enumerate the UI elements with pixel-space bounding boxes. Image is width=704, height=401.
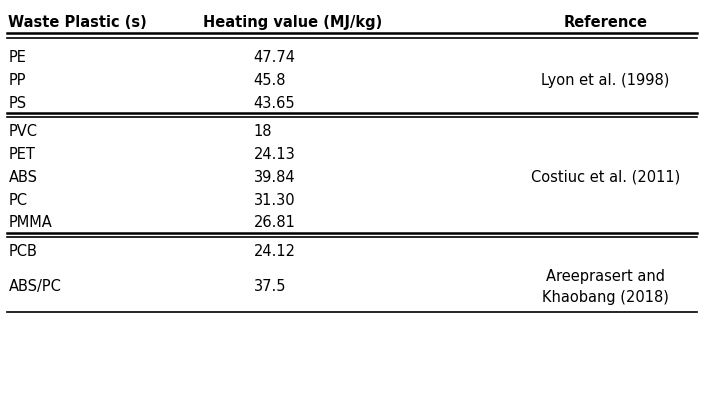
Text: Areeprasert and
Khaobang (2018): Areeprasert and Khaobang (2018) [542, 269, 669, 305]
Text: 37.5: 37.5 [253, 279, 286, 294]
Text: 18: 18 [253, 124, 272, 139]
Text: Reference: Reference [563, 14, 648, 30]
Text: PE: PE [8, 50, 26, 65]
Text: PVC: PVC [8, 124, 37, 139]
Text: Heating value (MJ/kg): Heating value (MJ/kg) [203, 14, 382, 30]
Text: 43.65: 43.65 [253, 95, 295, 111]
Text: 47.74: 47.74 [253, 50, 296, 65]
Text: 24.13: 24.13 [253, 147, 295, 162]
Text: PP: PP [8, 73, 26, 88]
Text: Costiuc et al. (2011): Costiuc et al. (2011) [531, 170, 680, 185]
Text: PCB: PCB [8, 244, 37, 259]
Text: ABS: ABS [8, 170, 37, 185]
Text: ABS/PC: ABS/PC [8, 279, 61, 294]
Text: Lyon et al. (1998): Lyon et al. (1998) [541, 73, 670, 88]
Text: PS: PS [8, 95, 27, 111]
Text: Waste Plastic (s): Waste Plastic (s) [8, 14, 147, 30]
Text: 45.8: 45.8 [253, 73, 286, 88]
Text: PET: PET [8, 147, 35, 162]
Text: PC: PC [8, 192, 27, 208]
Text: PMMA: PMMA [8, 215, 52, 231]
Text: 24.12: 24.12 [253, 244, 296, 259]
Text: 26.81: 26.81 [253, 215, 295, 231]
Text: 31.30: 31.30 [253, 192, 295, 208]
Text: 39.84: 39.84 [253, 170, 295, 185]
